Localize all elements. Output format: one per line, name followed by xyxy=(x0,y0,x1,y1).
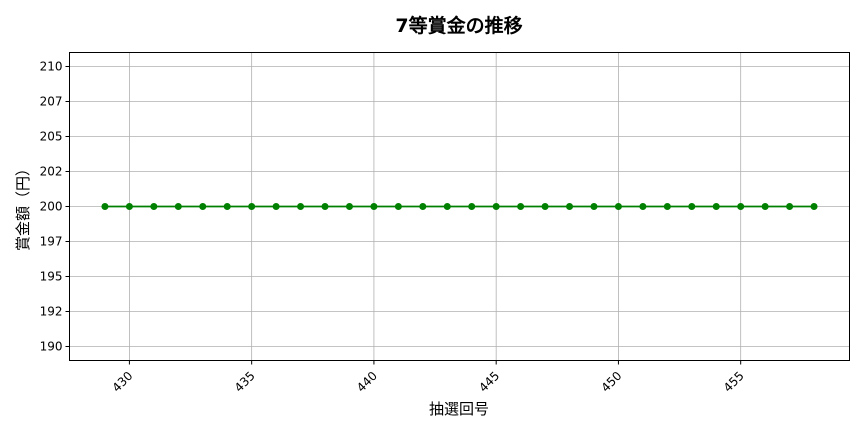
data-point xyxy=(663,203,671,210)
data-point xyxy=(297,203,305,210)
y-tick-label: 200 xyxy=(40,200,63,214)
data-point xyxy=(125,203,133,210)
data-point xyxy=(248,203,256,210)
data-point xyxy=(712,203,720,210)
y-tick-label: 207 xyxy=(40,95,63,109)
x-tick-label: 450 xyxy=(598,369,624,395)
data-point xyxy=(199,203,207,210)
y-tick-label: 190 xyxy=(40,340,63,354)
data-point xyxy=(810,203,818,210)
y-tick-label: 195 xyxy=(40,270,63,284)
data-point xyxy=(345,203,353,210)
x-tick-label: 435 xyxy=(232,369,258,395)
data-point xyxy=(761,203,769,210)
data-point xyxy=(223,203,231,210)
data-point xyxy=(786,203,794,210)
data-point xyxy=(737,203,745,210)
y-tick-label: 205 xyxy=(40,130,63,144)
data-point xyxy=(443,203,451,210)
data-point xyxy=(394,203,402,210)
x-tick-label: 440 xyxy=(354,369,380,395)
data-point xyxy=(639,203,647,210)
data-point xyxy=(688,203,696,210)
data-point xyxy=(590,203,598,210)
y-tick-label: 210 xyxy=(40,60,63,74)
x-axis-label: 抽選回号 xyxy=(429,400,489,418)
data-point xyxy=(101,203,109,210)
data-point xyxy=(468,203,476,210)
data-point xyxy=(614,203,622,210)
data-point xyxy=(370,203,378,210)
y-tick-label: 192 xyxy=(40,305,63,319)
y-tick-label: 202 xyxy=(40,165,63,179)
data-point xyxy=(541,203,549,210)
y-tick-label: 197 xyxy=(40,235,63,249)
chart-title: 7等賞金の推移 xyxy=(395,14,522,37)
series xyxy=(101,203,818,210)
data-point xyxy=(492,203,500,210)
x-tick-label: 430 xyxy=(109,369,135,395)
data-point xyxy=(517,203,525,210)
data-point xyxy=(174,203,182,210)
y-axis-label: 賞金額（円） xyxy=(14,161,32,251)
data-point xyxy=(419,203,427,210)
ticks: 430 435 440 445 450 455 190 192 195 197 200 202 205 2… xyxy=(40,60,747,395)
data-point xyxy=(150,203,158,210)
data-point xyxy=(272,203,280,210)
x-tick-label: 455 xyxy=(721,369,747,395)
data-point xyxy=(566,203,574,210)
data-point xyxy=(321,203,329,210)
x-tick-label: 445 xyxy=(476,369,502,395)
